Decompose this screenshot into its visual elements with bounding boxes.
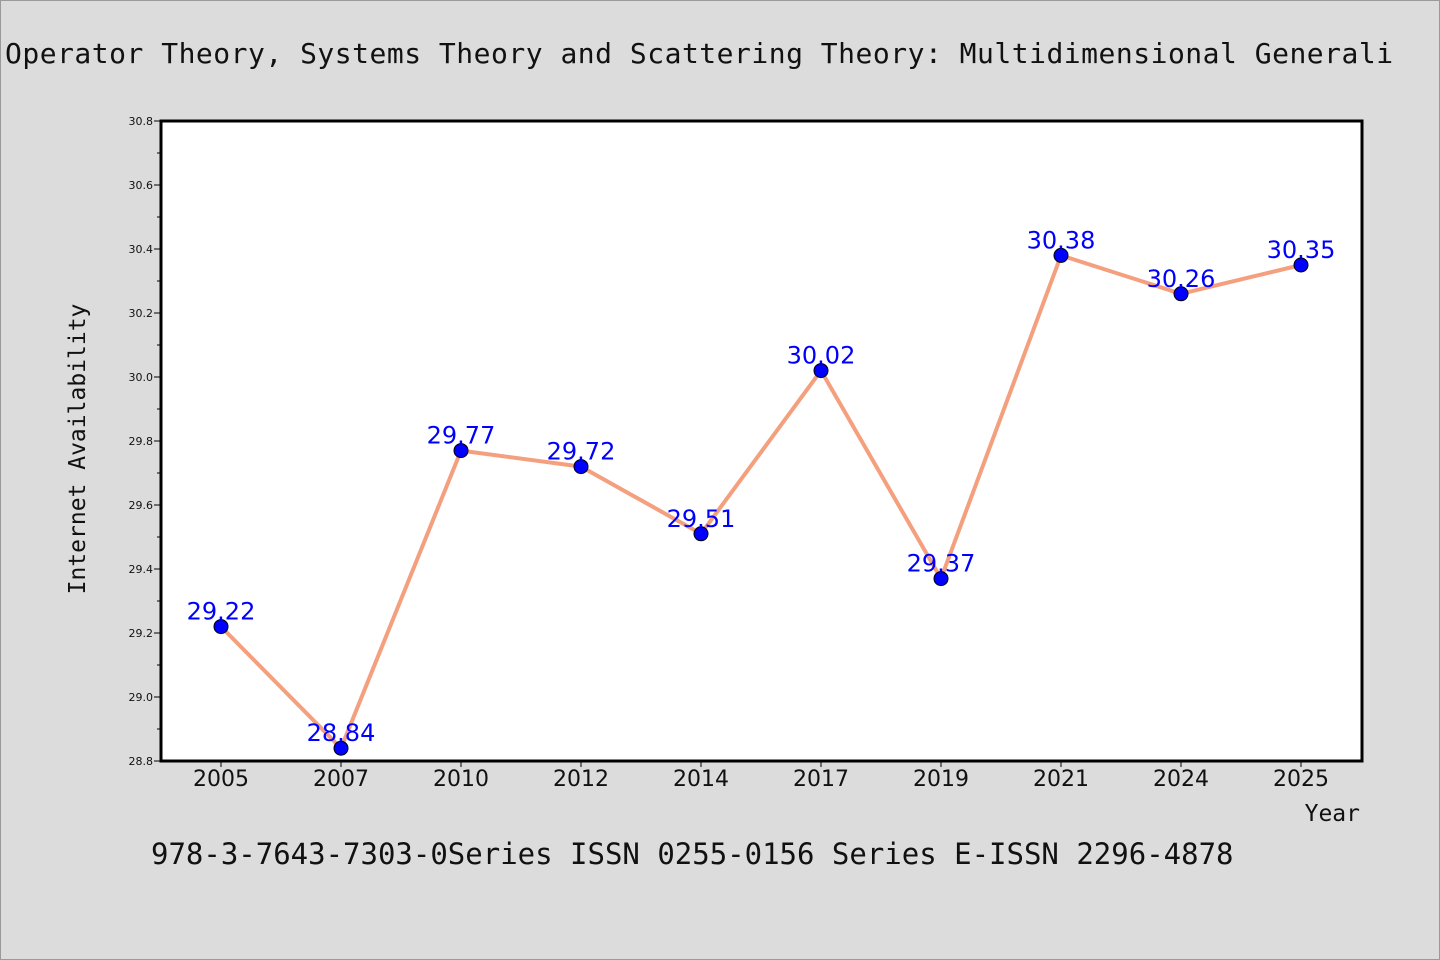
- series: 29.22 28.84 29.77 29.72 29.51 30.02 29.37 30.38…: [187, 226, 1336, 756]
- data-point: [1053, 247, 1069, 263]
- y-tick-label: 30.6: [129, 179, 154, 192]
- data-point: [1173, 286, 1189, 302]
- data-point: [933, 571, 949, 587]
- y-tick-label: 29.6: [129, 499, 154, 512]
- series-line: [219, 253, 1302, 751]
- data-label: 29.51: [667, 505, 736, 533]
- y-tick-label: 29.2: [129, 627, 154, 640]
- y-tick-label: 29.4: [129, 563, 154, 576]
- y-tick-label: 30.2: [129, 307, 154, 320]
- data-point: [573, 459, 589, 475]
- data-label: 30.26: [1147, 265, 1216, 293]
- plot-frame: [159, 119, 1364, 763]
- data-label: 30.35: [1267, 236, 1336, 264]
- data-point: [333, 740, 349, 756]
- y-tick-label: 28.8: [129, 755, 154, 768]
- x-tick-label: 2014: [673, 767, 729, 792]
- x-tick-label: 2007: [313, 767, 369, 792]
- x-tick-label: 2019: [913, 767, 969, 792]
- data-point: [213, 619, 229, 635]
- chart-title: Operator Theory, Systems Theory and Scat…: [5, 37, 1394, 70]
- data-label: 29.72: [547, 438, 616, 466]
- x-axis-label: Year: [1305, 801, 1360, 827]
- y-tick-label: 29.8: [129, 435, 154, 448]
- data-point: [453, 443, 469, 459]
- x-tick-label: 2021: [1033, 767, 1089, 792]
- x-axis: 2005 2007 2010 2012 2014 2017 2019 2021 2024 2025: [193, 761, 1329, 792]
- data-label: 29.37: [907, 550, 976, 578]
- data-point: [813, 363, 829, 379]
- y-tick-label: 30.8: [129, 115, 154, 128]
- y-axis-label: Internet Availability: [65, 304, 91, 595]
- y-axis: 28.8 29.0 29.2 29.4 29.6 29.8 30.0 30.2 30.4 30.6…: [129, 115, 161, 768]
- x-tick-label: 2010: [433, 767, 489, 792]
- data-point: [693, 526, 709, 542]
- data-label: 30.38: [1027, 226, 1096, 254]
- y-tick-label: 30.4: [129, 243, 154, 256]
- y-tick-label: 29.0: [129, 691, 154, 704]
- data-label: 30.02: [787, 342, 856, 370]
- y-tick-label: 30.0: [129, 371, 154, 384]
- x-tick-label: 2005: [193, 767, 249, 792]
- x-tick-label: 2024: [1153, 767, 1209, 792]
- x-tick-label: 2025: [1273, 767, 1329, 792]
- x-tick-label: 2012: [553, 767, 609, 792]
- data-label: 29.22: [187, 598, 256, 626]
- data-label: 28.84: [307, 719, 376, 747]
- chart-subtitle: 978-3-7643-7303-0Series ISSN 0255-0156 S…: [151, 837, 1234, 871]
- plot-area: [161, 121, 1362, 761]
- data-point: [1293, 257, 1309, 273]
- data-label: 29.77: [427, 422, 496, 450]
- x-tick-label: 2017: [793, 767, 849, 792]
